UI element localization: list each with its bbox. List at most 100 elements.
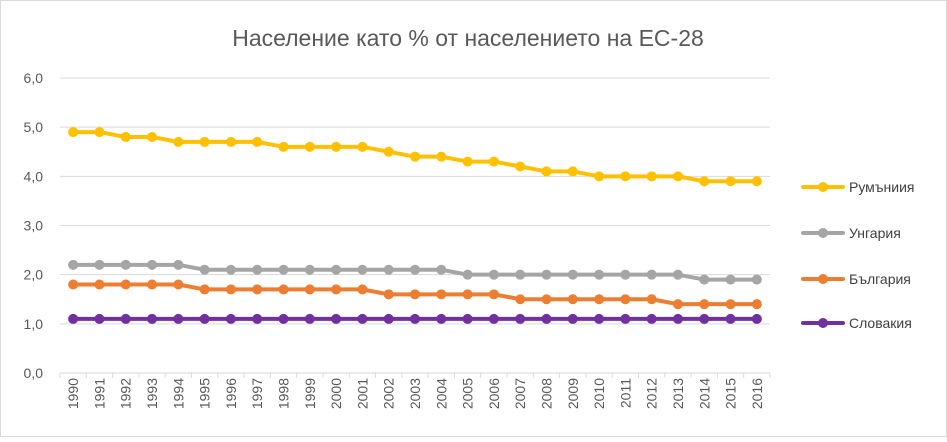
legend-label: Унгария [849,225,901,241]
x-tick-label: 2000 [328,378,344,409]
data-point [541,166,552,177]
data-point [594,294,605,305]
legend-marker [818,228,828,238]
data-point [278,141,289,152]
data-point [620,269,631,280]
x-tick-label: 2005 [460,378,476,409]
data-point [147,259,158,270]
data-point [436,313,447,324]
data-point [725,313,736,324]
chart-title: Население като % от населението на ЕС-28 [232,25,704,51]
data-point [620,171,631,182]
data-point [541,269,552,280]
data-point [304,313,315,324]
data-point [488,156,499,167]
y-tick-label: 0,0 [24,365,44,381]
data-point [672,299,683,310]
x-tick-label: 2002 [381,378,397,409]
data-point [672,171,683,182]
data-point [173,313,184,324]
data-point [94,127,105,138]
data-point [304,264,315,275]
x-tick-label: 1996 [223,378,239,409]
series-3 [68,279,762,310]
data-point [751,299,762,310]
data-point [357,313,368,324]
data-point [331,313,342,324]
x-tick-label: 2007 [512,378,528,409]
data-point [567,166,578,177]
y-tick-label: 3,0 [24,218,44,234]
data-point [252,313,263,324]
legend-item: Словакия [801,315,912,331]
data-point [699,299,710,310]
data-point [225,264,236,275]
data-point [646,171,657,182]
data-point [462,269,473,280]
data-point [252,136,263,147]
legend-marker [818,182,828,192]
legend-label: България [849,271,911,287]
data-point [725,299,736,310]
x-tick-label: 1997 [249,378,265,409]
data-point [120,279,131,290]
y-axis-ticks: 0,0 1,0 2,0 3,0 4,0 5,0 6,0 [24,70,44,381]
data-point [515,294,526,305]
data-point [68,313,79,324]
x-tick-label: 1995 [197,378,213,409]
data-point [383,289,394,300]
data-point [462,313,473,324]
data-point [410,313,420,324]
x-tick-label: 2014 [696,378,712,409]
data-point [173,279,184,290]
x-tick-label: 1999 [302,378,318,409]
data-point [410,289,420,300]
data-point [488,269,499,280]
x-tick-label: 2006 [486,378,502,409]
x-tick-label: 2001 [354,378,370,409]
data-point [278,284,289,295]
data-point [173,259,184,270]
x-tick-label: 1990 [65,378,81,409]
data-point [646,313,657,324]
data-point [725,176,736,187]
x-tick-label: 2003 [407,378,423,409]
data-point [120,132,131,142]
data-point [646,269,657,280]
data-point [699,176,710,187]
data-point [751,274,762,285]
data-point [331,141,342,152]
data-point [278,313,289,324]
data-point [462,156,473,167]
series-2 [68,259,762,285]
data-point [436,264,447,275]
data-point [567,294,578,305]
data-point [147,132,158,142]
data-point [410,264,420,275]
x-tick-label: 2008 [538,378,554,409]
data-point [68,279,79,290]
x-tick-label: 2010 [591,378,607,409]
data-point [699,313,710,324]
data-point [357,284,368,295]
data-point [699,274,710,285]
data-point [225,136,236,147]
data-point [199,284,210,295]
data-point [68,259,79,270]
data-point [594,171,605,182]
y-tick-label: 1,0 [24,316,44,332]
legend-marker [818,274,828,284]
x-tick-label: 1991 [91,378,107,409]
legend-label: Словакия [849,315,912,331]
data-point [594,269,605,280]
legend-item: България [801,271,911,287]
data-point [594,313,605,324]
data-point [515,313,526,324]
data-point [436,151,447,162]
x-tick-label: 1993 [144,378,160,409]
data-point [331,264,342,275]
data-point [383,146,394,157]
series-1 [68,127,762,187]
x-tick-label: 2011 [617,378,633,408]
